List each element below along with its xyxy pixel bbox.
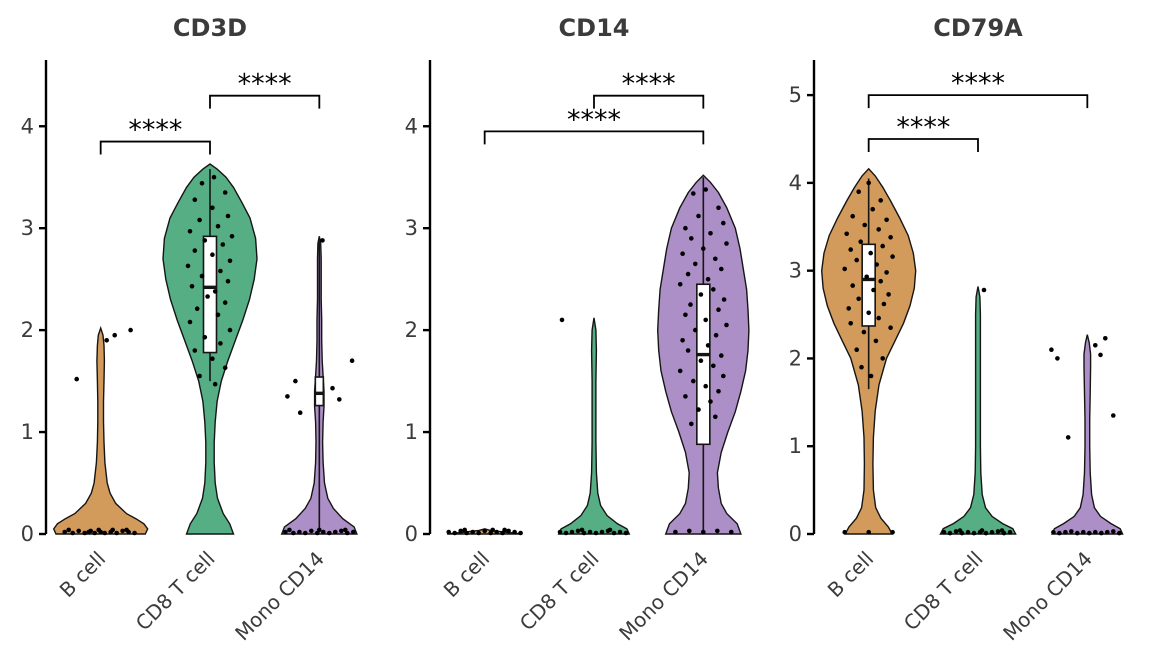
violin-group-CD8 T cell (939, 286, 1017, 536)
boxplot-box (861, 243, 876, 327)
significance-label: **** (567, 104, 621, 135)
x-tick-label: Mono CD14 (614, 547, 713, 646)
y-tick-label: 1 (789, 434, 802, 458)
jitter-points (446, 527, 523, 536)
panel-title: CD79A (933, 14, 1023, 42)
jitter-points (941, 287, 1013, 536)
y-tick-label: 3 (789, 259, 802, 283)
y-tick-label: 1 (405, 420, 418, 444)
y-tick-label: 2 (789, 346, 802, 370)
y-tick-label: 0 (789, 522, 802, 546)
jitter-points (557, 317, 629, 536)
jitter-points (283, 238, 356, 536)
violin-group-Mono CD14 (1049, 334, 1124, 536)
x-tick-label: CD8 T cell (515, 547, 604, 636)
significance-label: **** (238, 69, 292, 100)
y-tick-label: 3 (21, 216, 34, 240)
significance-bracket (867, 94, 1089, 109)
panel-title: CD14 (559, 14, 630, 42)
violin-group-B cell (52, 325, 149, 536)
y-tick-label: 2 (21, 318, 34, 342)
y-tick-label: 3 (405, 216, 418, 240)
significance-bracket (867, 138, 979, 152)
violin-group-B cell (820, 167, 917, 535)
x-tick-label: CD8 T cell (899, 547, 988, 636)
significance-bracket (99, 140, 211, 155)
jitter-points (673, 187, 734, 535)
x-tick-label: Mono CD14 (230, 547, 329, 646)
violin-group-Mono CD14 (280, 236, 358, 536)
jitter-points (1049, 336, 1122, 536)
violin-panel-CD3D: CD3D 0 1 2 3 4 B cell CD8 T cell Mono CD14 **** **… (21, 14, 358, 646)
violin-panel-CD79A: CD79A 0 1 2 3 4 5 B cell CD8 T cell Mono CD14 ****… (789, 14, 1124, 646)
significance-bracket (483, 130, 705, 145)
violin-shape (1051, 334, 1124, 535)
boxplot-box (314, 376, 325, 407)
jitter-points (185, 174, 235, 387)
y-tick-label: 0 (21, 522, 34, 546)
violin-group-Mono CD14 (656, 174, 750, 535)
significance-bracket (593, 94, 705, 109)
violin-shape (557, 317, 631, 535)
jitter-points (842, 180, 895, 535)
violin-group-CD8 T cell (162, 163, 258, 535)
jitter-points (62, 327, 137, 536)
significance-label: **** (128, 115, 182, 146)
y-tick-label: 0 (405, 522, 418, 546)
significance-label: **** (951, 68, 1005, 99)
panel-title: CD3D (173, 14, 247, 42)
y-tick-label: 4 (21, 114, 34, 138)
x-tick-label: Mono CD14 (998, 547, 1097, 646)
y-tick-label: 4 (789, 171, 802, 195)
x-tick-label: B cell (439, 547, 495, 603)
x-tick-label: B cell (55, 547, 111, 603)
x-tick-label: B cell (823, 547, 879, 603)
violin-shape (52, 325, 149, 535)
significance-label: **** (622, 69, 676, 100)
significance-label: **** (896, 112, 950, 143)
y-tick-label: 1 (21, 420, 34, 444)
significance-bracket (209, 94, 321, 109)
violin-group-B cell (446, 527, 523, 536)
violin-group-CD8 T cell (557, 317, 631, 536)
x-tick-label: CD8 T cell (131, 547, 220, 636)
boxplot-box (202, 235, 218, 354)
y-tick-label: 5 (789, 83, 802, 107)
y-tick-label: 2 (405, 318, 418, 342)
violin-panel-CD14: CD14 0 1 2 3 4 B cell CD8 T cell Mono CD14 ******… (405, 14, 750, 646)
boxplot-box (696, 283, 711, 446)
y-tick-label: 4 (405, 114, 418, 138)
violin-shape (939, 286, 1017, 535)
